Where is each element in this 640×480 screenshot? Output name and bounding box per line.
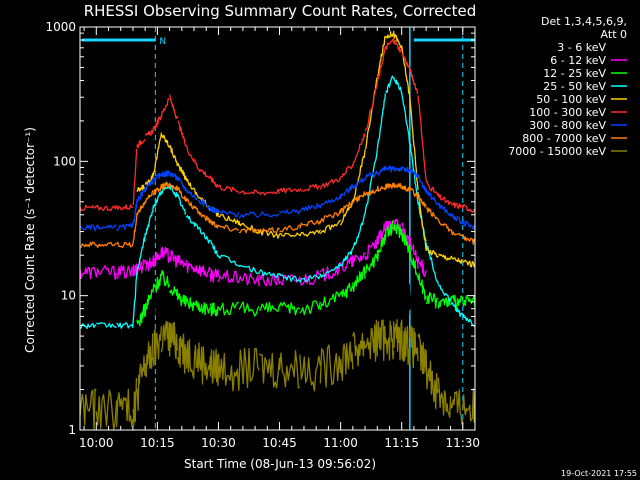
legend-label-3: 12 - 25 keV <box>543 67 606 80</box>
legend-label-4: 25 - 50 keV <box>543 80 606 93</box>
legend-header-line-2: Att 0 <box>601 28 627 41</box>
legend-label-1: 3 - 6 keV <box>557 41 606 54</box>
series-line-4 <box>80 75 475 330</box>
series-line-6 <box>80 37 475 214</box>
y-tick-label: 1 <box>68 423 76 437</box>
series-line-5 <box>136 30 475 268</box>
legend-label-7: 300 - 800 keV <box>529 119 606 132</box>
plot-border <box>79 26 476 431</box>
legend-label-6: 100 - 300 keV <box>529 106 606 119</box>
x-tick-label: 10:15 <box>140 436 175 450</box>
legend-label-9: 7000 - 15000 keV <box>508 145 606 158</box>
chart-title: RHESSI Observing Summary Count Rates, Co… <box>84 2 477 20</box>
series-line-8 <box>80 181 475 249</box>
series-line-3 <box>136 220 475 327</box>
plot-area: N <box>80 27 475 430</box>
series-line-2 <box>80 218 427 287</box>
x-tick-label: 10:45 <box>262 436 297 450</box>
x-tick-label: 11:00 <box>323 436 358 450</box>
time-stamp: 19-Oct-2021 17:55 <box>561 469 637 478</box>
legend-header-line-1: Det 1,3,4,5,6,9, <box>541 15 627 28</box>
y-tick-label: 10 <box>61 289 76 303</box>
plot-frame: 1 10 100 1000 10:00 10:15 10:30 10:45 11:00 11:15… <box>45 20 480 450</box>
x-tick-label: 10:30 <box>201 436 236 450</box>
legend-label-2: 6 - 12 keV <box>550 54 606 67</box>
x-tick-label: 10:00 <box>79 436 114 450</box>
legend-label-5: 50 - 100 keV <box>536 93 606 106</box>
x-axis-label: Start Time (08-Jun-13 09:56:02) <box>184 457 376 471</box>
series-line-9 <box>80 319 475 430</box>
annotation-label: N <box>159 37 166 47</box>
y-tick-label: 100 <box>53 154 76 168</box>
x-tick-label: 11:30 <box>445 436 480 450</box>
series-line-7 <box>80 165 475 232</box>
y-axis-label: Corrected Count Rate (s⁻¹ detector⁻¹) <box>23 127 37 353</box>
y-tick-label: 1000 <box>45 20 76 34</box>
x-tick-label: 11:15 <box>384 436 419 450</box>
legend-label-8: 800 - 7000 keV <box>522 132 606 145</box>
